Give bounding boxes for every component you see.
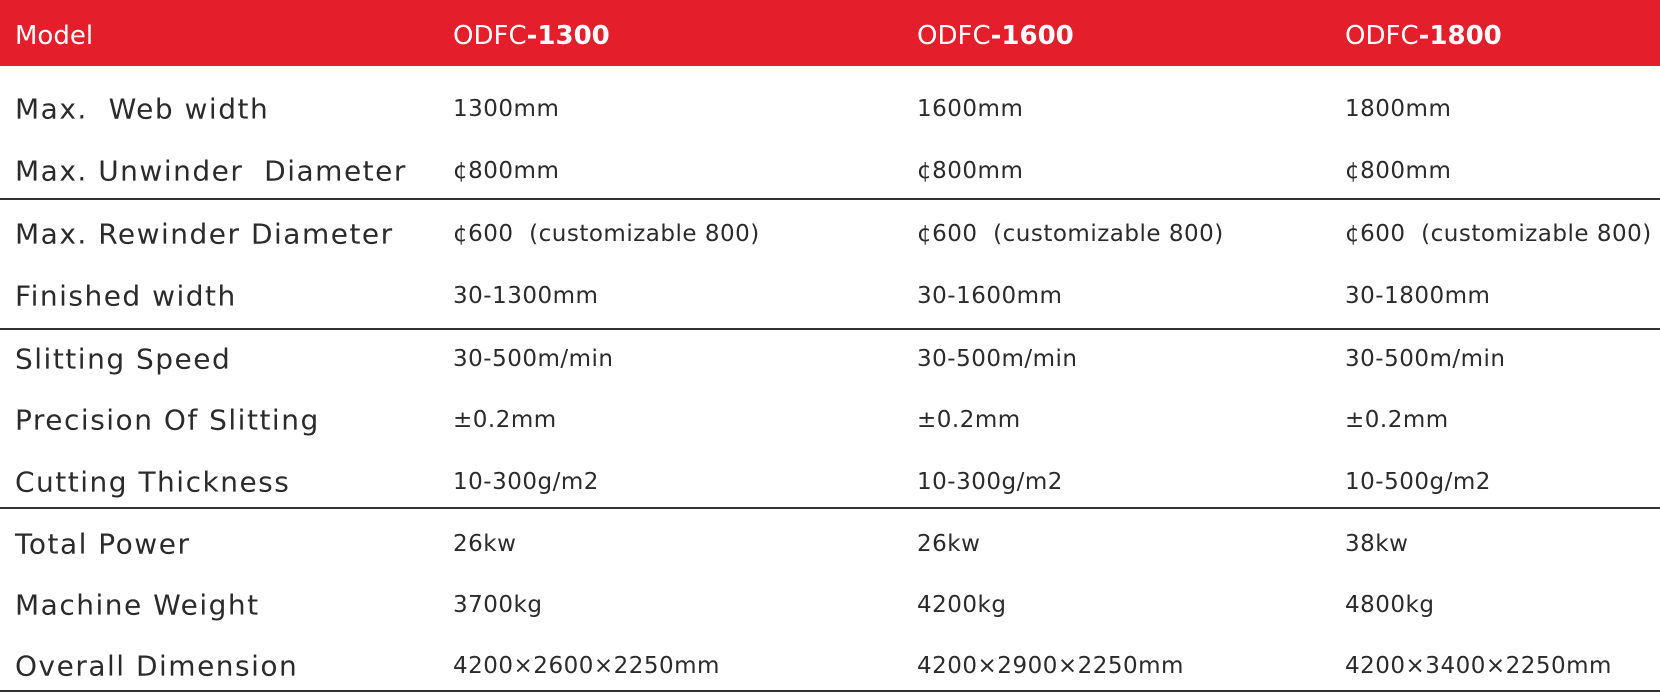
spec-value: 30-1600mm	[917, 283, 1063, 309]
spec-value: 30-1300mm	[453, 283, 599, 309]
header-band: Model ODFC-1300 ODFC-1600 ODFC-1800	[0, 0, 1660, 66]
header-label: Model	[15, 21, 94, 51]
spec-value: ¢600 (customizable 800)	[1345, 221, 1652, 247]
divider	[0, 690, 1660, 692]
spec-label: Finished width	[15, 279, 237, 313]
model-prefix: ODFC	[1345, 21, 1419, 51]
spec-value: 30-500m/min	[917, 346, 1078, 372]
spec-value: 10-500g/m2	[1345, 469, 1491, 495]
spec-label: Max. Rewinder Diameter	[15, 217, 394, 251]
model-suffix: -1300	[526, 21, 610, 51]
spec-value: 4200×2600×2250mm	[453, 653, 720, 679]
spec-value: 1800mm	[1345, 96, 1452, 122]
spec-value: 3700kg	[453, 592, 543, 618]
divider	[0, 198, 1660, 200]
spec-value: 4800kg	[1345, 592, 1435, 618]
spec-value: 38kw	[1345, 531, 1409, 557]
divider	[0, 507, 1660, 509]
header-model: ODFC-1600	[917, 0, 1074, 66]
spec-value: 30-500m/min	[1345, 346, 1506, 372]
header-model: ODFC-1800	[1345, 0, 1502, 66]
spec-value: 1600mm	[917, 96, 1024, 122]
spec-label: Total Power	[15, 527, 191, 561]
model-suffix: -1600	[990, 21, 1074, 51]
spec-value: 4200×2900×2250mm	[917, 653, 1184, 679]
spec-value: 30-500m/min	[453, 346, 614, 372]
spec-label: Precision Of Slitting	[15, 403, 320, 437]
header-model: ODFC-1300	[453, 0, 610, 66]
spec-value: 10-300g/m2	[917, 469, 1063, 495]
spec-value: ¢800mm	[453, 158, 560, 184]
divider	[0, 328, 1660, 330]
spec-value: 4200×3400×2250mm	[1345, 653, 1612, 679]
spec-value: ¢600 (customizable 800)	[917, 221, 1224, 247]
spec-label: Machine Weight	[15, 588, 260, 622]
spec-value: ±0.2mm	[453, 407, 557, 433]
spec-value: 26kw	[917, 531, 981, 557]
spec-value: ¢800mm	[1345, 158, 1452, 184]
spec-value: ¢600 (customizable 800)	[453, 221, 760, 247]
spec-label: Max. Web width	[15, 92, 270, 126]
spec-value: 1300mm	[453, 96, 560, 122]
spec-value: 10-300g/m2	[453, 469, 599, 495]
spec-value: ±0.2mm	[917, 407, 1021, 433]
spec-value: 4200kg	[917, 592, 1007, 618]
spec-value: ¢800mm	[917, 158, 1024, 184]
model-suffix: -1800	[1418, 21, 1502, 51]
spec-label: Overall Dimension	[15, 649, 299, 683]
spec-value: ±0.2mm	[1345, 407, 1449, 433]
spec-value: 26kw	[453, 531, 517, 557]
model-prefix: ODFC	[453, 21, 527, 51]
model-prefix: ODFC	[917, 21, 991, 51]
spec-label: Slitting Speed	[15, 342, 232, 376]
spec-label: Max. Unwinder Diameter	[15, 154, 407, 188]
spec-value: 30-1800mm	[1345, 283, 1491, 309]
spec-label: Cutting Thickness	[15, 465, 291, 499]
